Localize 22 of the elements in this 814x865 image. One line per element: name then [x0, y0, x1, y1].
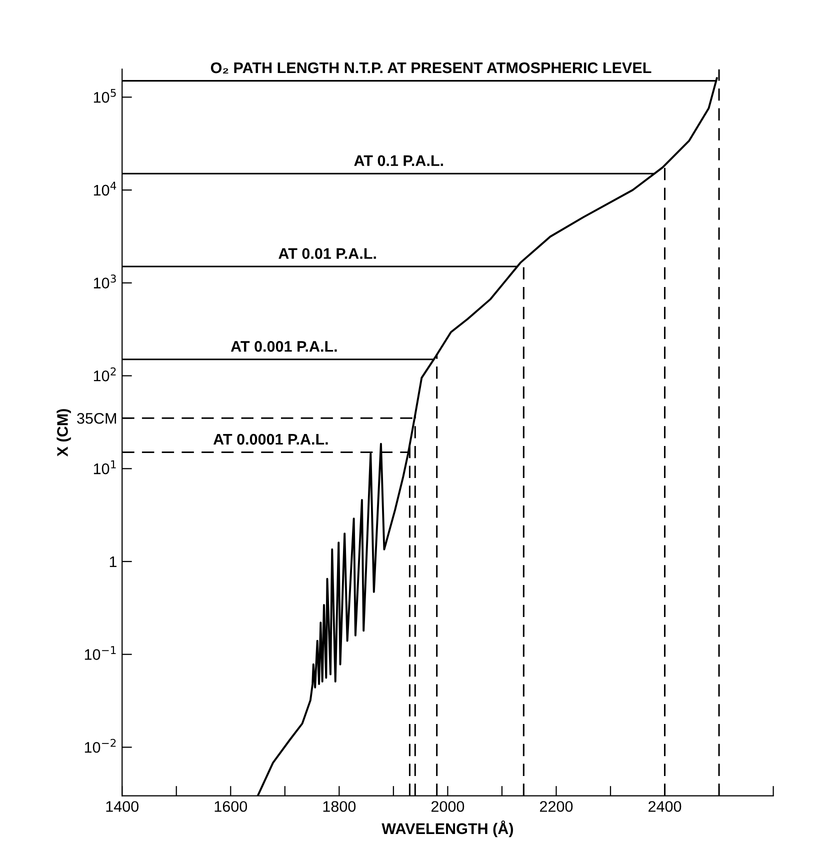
x-tick-label: 2200 — [540, 801, 573, 812]
x-axis-title: WAVELENGTH (Å) — [382, 820, 513, 838]
x-tick-label: 1600 — [214, 801, 248, 812]
x-tick-label: 1800 — [323, 801, 356, 812]
x-tick-label: 2400 — [648, 801, 682, 812]
y-tick-label: 10$^{1}$ — [94, 460, 116, 474]
ref-line-label: AT 0.1 P.A.L. — [354, 155, 443, 166]
ref-line-label: O₂ PATH LENGTH N.T.P. AT PRESENT ATMOSPHERIC LEVEL — [210, 62, 652, 74]
x-tick-label: 2000 — [431, 801, 464, 812]
ref-line-label: AT 0.001 P.A.L. — [230, 341, 337, 352]
y-tick-label: 35CM — [77, 412, 116, 424]
x-tick-label: 1400 — [106, 801, 138, 812]
y-tick-label: 10$^{−2}$ — [84, 738, 116, 753]
y-tick-label: 10$^{5}$ — [94, 88, 116, 103]
y-tick-label: 10$^{3}$ — [94, 274, 116, 288]
y-tick-label: 1 — [110, 556, 116, 568]
y-tick-label: 10$^{2}$ — [94, 367, 116, 382]
ref-line-label: AT 0.01 P.A.L. — [278, 248, 376, 259]
y-tick-label: 10$^{−1}$ — [84, 646, 116, 660]
y-axis-title: X (CM) — [56, 409, 71, 457]
y-tick-label: 10$^{4}$ — [94, 182, 116, 196]
ref-line-label: AT 0.0001 P.A.L. — [213, 434, 328, 445]
